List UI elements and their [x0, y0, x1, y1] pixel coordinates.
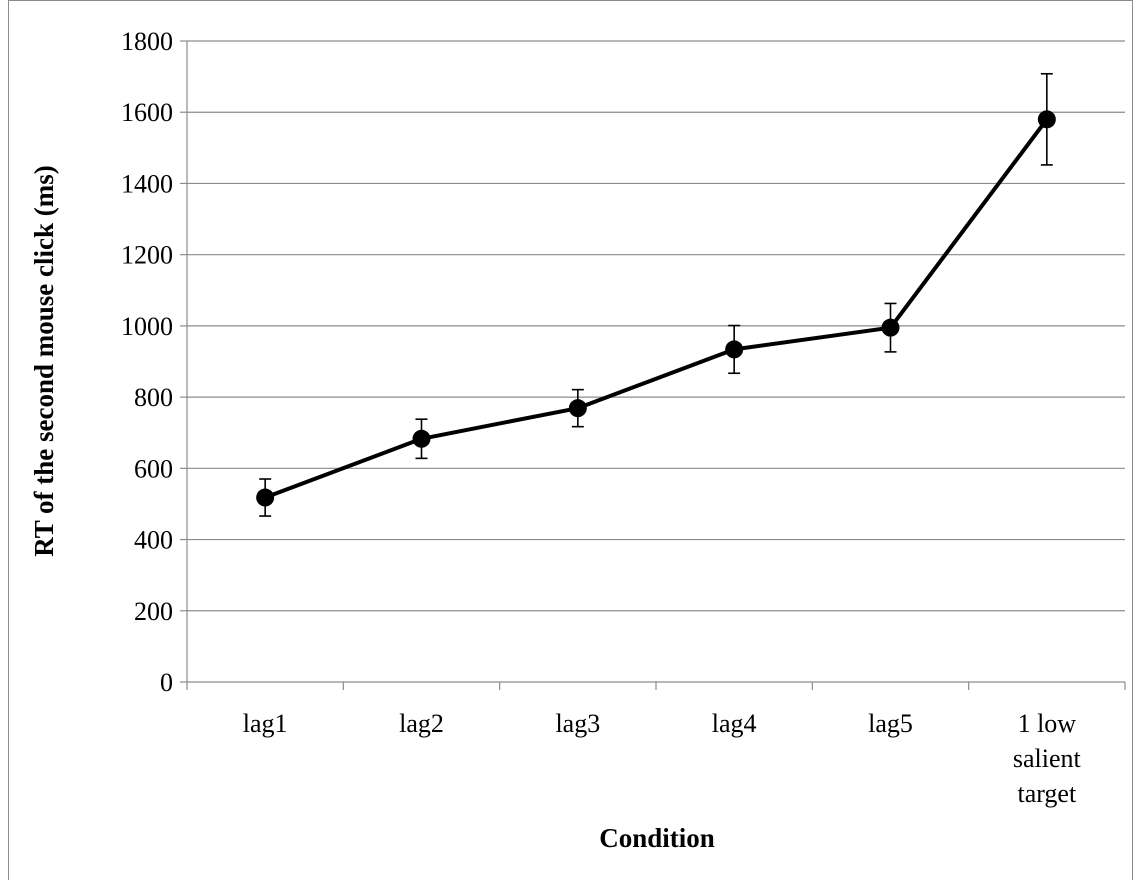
x-tick-label-line: lag4: [712, 709, 757, 738]
y-tick-label: 1200: [121, 241, 173, 270]
chart-frame: 0 200 400 600 800 1000 1200 1400 1600 1800 lag1 la…: [8, 0, 1133, 880]
y-tick-label: 1400: [121, 169, 173, 198]
x-tick-label: lag3: [555, 709, 600, 738]
x-tick-labels: lag1 lag2 lag3 lag4 lag5 1 low salient target: [243, 709, 1082, 808]
y-tick-label: 200: [134, 597, 173, 626]
x-tick-label-line: 1 low: [1018, 709, 1077, 738]
y-tick-labels: 0 200 400 600 800 1000 1200 1400 1600 1800: [121, 27, 173, 697]
data-point: [568, 399, 587, 418]
gridlines: [187, 40, 1125, 612]
series: [256, 72, 1056, 517]
y-tick-label: 600: [134, 454, 173, 483]
x-tick-label: lag2: [399, 709, 444, 738]
x-tick-label-line: target: [1017, 779, 1076, 808]
data-point: [725, 340, 744, 359]
series-line: [264, 118, 1049, 500]
x-tick-label-line: salient: [1013, 744, 1082, 773]
x-tick-label: lag5: [868, 709, 913, 738]
data-point: [1037, 110, 1056, 129]
x-tick-label-line: lag1: [243, 709, 288, 738]
data-point: [881, 318, 900, 337]
data-point: [256, 488, 275, 507]
data-point: [412, 429, 431, 448]
y-tick-label: 1000: [121, 312, 173, 341]
y-tick-label: 800: [134, 383, 173, 412]
x-tick-label-line: lag3: [555, 709, 600, 738]
x-tick-label-line: lag2: [399, 709, 444, 738]
x-tick-label: 1 low salient target: [1013, 709, 1082, 808]
y-tick-label: 1600: [121, 98, 173, 127]
x-axis-title: Condition: [599, 823, 715, 853]
y-axis-title: RT of the second mouse click (ms): [29, 165, 59, 557]
x-tick-label: lag4: [712, 709, 757, 738]
y-tick-label: 1800: [121, 27, 173, 56]
x-tick-label-line: lag5: [868, 709, 913, 738]
axes: [180, 40, 1126, 690]
x-tick-label: lag1: [243, 709, 288, 738]
y-tick-label: 400: [134, 526, 173, 555]
y-tick-label: 0: [160, 668, 173, 697]
